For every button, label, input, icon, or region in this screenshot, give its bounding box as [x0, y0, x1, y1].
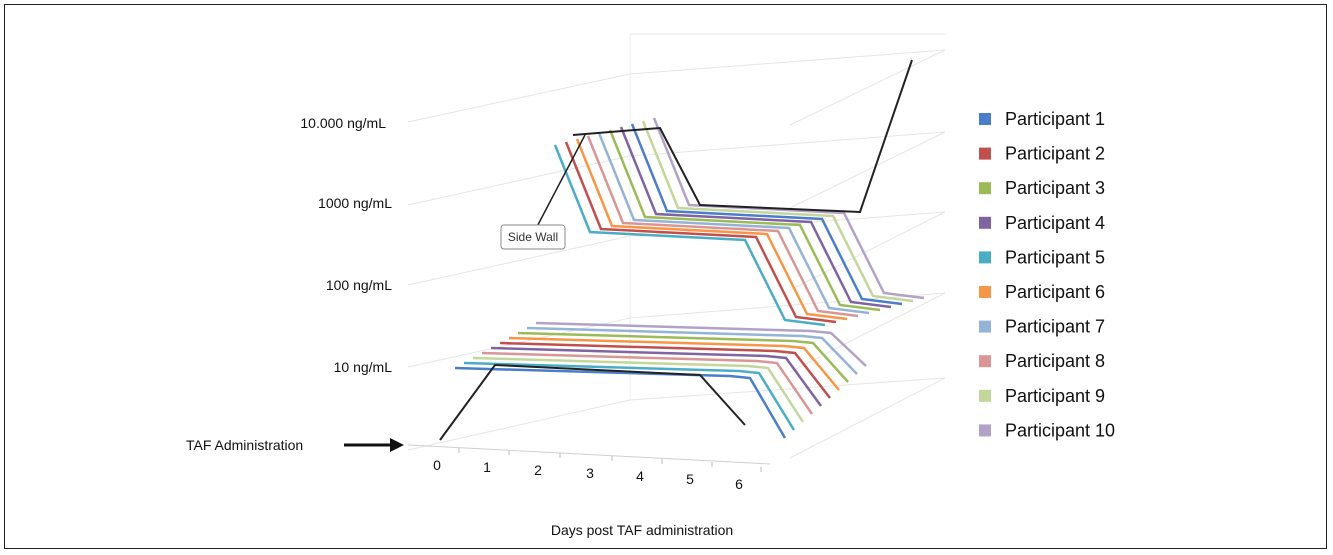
legend-label-1: Participant 1 [1005, 109, 1105, 129]
x-tick-label-2: 2 [534, 462, 542, 478]
legend-label-8: Participant 8 [1005, 351, 1105, 371]
x-axis-line [407, 444, 771, 465]
legend-swatch-6 [979, 286, 991, 298]
legend-label-3: Participant 3 [1005, 178, 1105, 198]
lower-line-10 [535, 321, 867, 367]
lower-line-7 [526, 326, 858, 375]
x-ticks: 0 1 2 3 4 5 6 [433, 448, 762, 492]
legend-swatch-5 [979, 251, 991, 264]
legend-swatch-10 [979, 424, 991, 437]
legend-label-10: Participant 10 [1005, 420, 1115, 440]
y-tick-label-100: 100 ng/mL [326, 277, 392, 293]
upper-line-1 [630, 123, 903, 306]
legend-label-5: Participant 5 [1005, 247, 1105, 267]
x-tick-label-3: 3 [586, 465, 594, 481]
legend-label-2: Participant 2 [1005, 144, 1105, 164]
lower-lines [439, 321, 867, 441]
side-wall-callout-text: Side Wall [508, 230, 558, 244]
lower-line-9 [472, 356, 805, 423]
upper-line-3 [608, 129, 881, 312]
lower-line-4 [490, 346, 823, 407]
legend-swatch-4 [979, 216, 991, 229]
arrow-icon [344, 438, 404, 452]
lower-line-5 [463, 361, 796, 431]
x-tick-label-0: 0 [433, 457, 441, 473]
upper-line-8 [586, 135, 859, 318]
legend-label-9: Participant 9 [1005, 386, 1105, 406]
legend-swatch-1 [979, 113, 991, 125]
y-tick-label-1000: 1000 ng/mL [318, 195, 392, 211]
lower-line-6 [508, 336, 840, 391]
x-axis-title: Days post TAF administration [551, 522, 733, 538]
grid-plane-4 [407, 49, 946, 126]
upper-line-9 [641, 120, 914, 303]
lower-line-1 [454, 366, 787, 439]
legend-label-7: Participant 7 [1005, 317, 1105, 337]
lower-outline-line [439, 363, 746, 441]
lower-line-2 [499, 341, 831, 399]
upper-line-7 [597, 132, 870, 315]
upper-lines [529, 59, 925, 327]
legend-swatch-2 [979, 147, 991, 160]
legend-swatch-3 [979, 182, 991, 195]
upper-line-10 [652, 117, 925, 300]
legend: Participant 1 Participant 2 Participant 3 P… [979, 109, 1115, 440]
upper-outline-line-2 [529, 134, 586, 241]
upper-line-6 [575, 138, 848, 321]
lower-line-8 [481, 351, 814, 415]
grid-plane-3 [407, 131, 946, 209]
lower-line-3 [517, 331, 849, 383]
upper-outline-line [572, 59, 913, 214]
chart-grid [407, 33, 946, 465]
upper-line-5 [553, 144, 826, 327]
upper-line-4 [619, 126, 892, 309]
y-tick-label-10000: 10.000 ng/mL [300, 115, 386, 131]
legend-swatch-7 [979, 320, 991, 333]
x-tick-label-5: 5 [686, 471, 694, 487]
legend-label-6: Participant 6 [1005, 282, 1105, 302]
x-tick-label-1: 1 [483, 459, 491, 475]
legend-swatch-8 [979, 355, 991, 368]
taf-administration-label: TAF Administration [186, 437, 303, 453]
upper-line-2 [564, 141, 837, 324]
legend-label-4: Participant 4 [1005, 213, 1105, 233]
side-wall-callout: Side Wall [500, 224, 566, 250]
y-tick-label-10: 10 ng/mL [334, 359, 393, 375]
x-tick-label-6: 6 [735, 476, 743, 492]
x-tick-label-4: 4 [636, 468, 644, 484]
legend-swatch-9 [979, 389, 991, 402]
grid-plane-0 [407, 377, 946, 459]
